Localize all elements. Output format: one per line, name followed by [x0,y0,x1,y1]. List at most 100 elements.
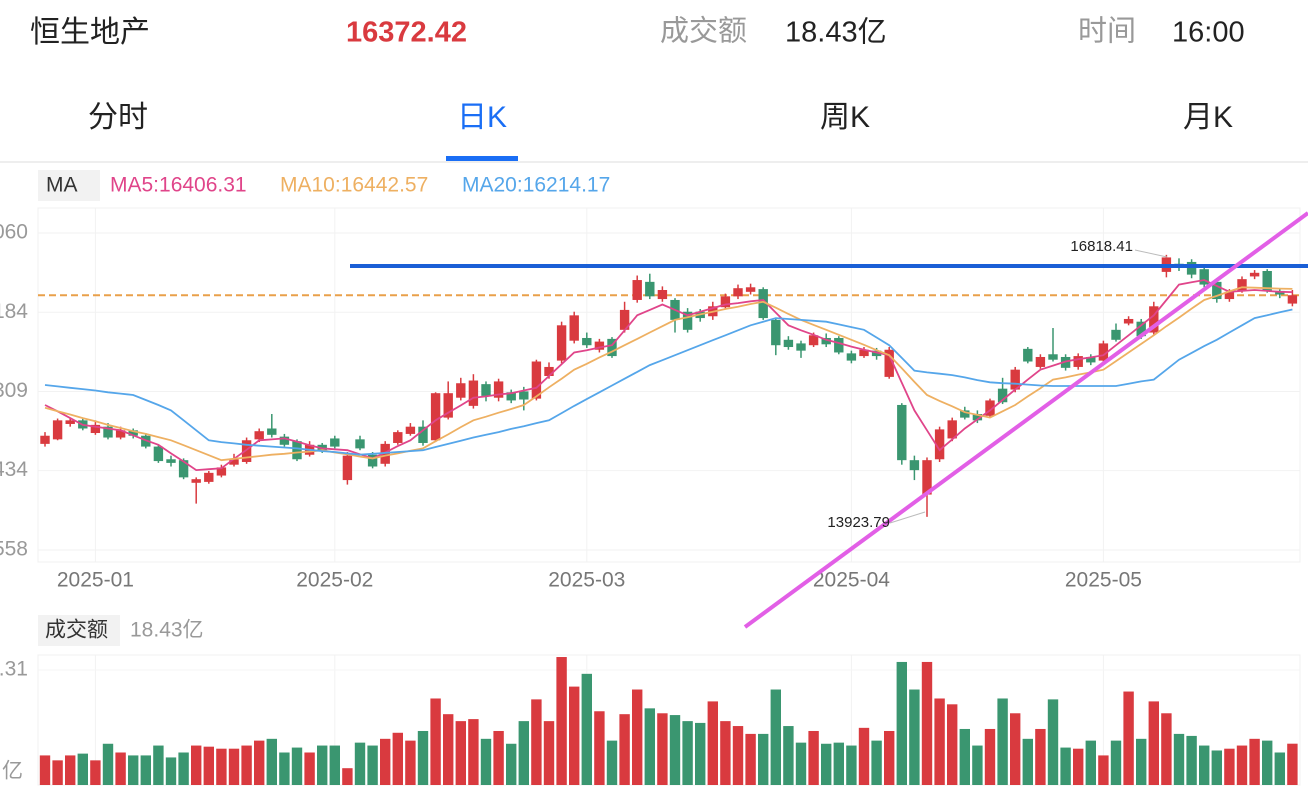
candle-body [997,388,1008,403]
volume-bar [795,742,807,785]
candle-body [657,290,668,300]
volume-bar [1047,699,1059,785]
volume-bar [997,698,1008,785]
tab[interactable]: 日K [457,101,507,134]
legend: MA5:16406.31 MA10:16442.57 MA20:16214.17 [110,174,610,197]
volume-bar [304,752,315,785]
volume-bar [1022,738,1033,785]
candle-body [355,439,365,449]
candle-body [771,319,781,346]
candle-body [960,410,970,418]
tab[interactable]: 周K [820,101,870,134]
candle-body [909,460,920,471]
candle-body [796,343,806,351]
candle-body [783,339,794,348]
volume-bar [317,745,328,785]
volume-bar [720,721,731,785]
legend-entry: MA20:16214.17 [462,174,610,197]
candle-body [846,353,857,361]
legend-entry: MA10:16442.57 [280,174,428,197]
volume-bar [556,657,567,785]
candle-body [65,420,75,424]
candle-body [884,349,894,377]
candle-body [1212,281,1222,300]
candle-body [607,338,617,357]
volume-bar [455,721,466,785]
volume-bar [380,738,391,785]
volume-bar [1236,745,1248,785]
candle-body [153,446,164,462]
candle-body [493,381,504,398]
volume-bar [669,715,681,785]
volume-bar [266,738,277,785]
candle-body [1262,270,1272,291]
candle-body [1123,318,1134,324]
candle-body [418,426,428,443]
candle-body [720,296,731,308]
volume-bar [354,742,366,785]
volume-bar [606,740,618,785]
volume-bar [531,699,542,785]
candle-body [1023,348,1033,362]
candle-body [103,426,113,438]
volume-bar [934,698,945,785]
candle-body [934,429,945,460]
candle-body [229,459,239,465]
candle-body [544,366,554,376]
turnover-value: 18.43亿 [785,16,887,49]
time-label: 时间 [1078,15,1136,48]
volume-bar [191,745,202,785]
volume-bar [1060,747,1071,785]
volume-bar [1186,735,1197,785]
volume-bar [77,753,88,785]
candle-body [254,431,264,440]
candle-body [947,420,957,439]
candle-body [582,337,592,346]
tab-bar: 分时 日K 周K 月K [88,101,1233,161]
volume-bar [228,748,240,785]
volume-bar [1287,743,1298,785]
volume-bar [329,745,340,785]
candle-body [380,443,390,464]
candle-body [1098,343,1109,361]
volume-bars: 51.31 [0,657,1300,785]
volume-bar [115,752,126,785]
volume-bar [493,730,504,785]
volume-bar [1262,740,1273,785]
candle-body [619,309,630,330]
volume-bar [707,701,718,785]
candle-body [430,393,441,441]
volume-unit: 亿 [2,760,23,783]
volume-bar [947,704,958,785]
candle-body [1073,356,1083,367]
volume-bar [430,698,441,785]
volume-tick-label: 51.31 [0,658,28,681]
legend-box [38,170,100,201]
candle-body [367,454,378,467]
drawn-trend-line [743,211,1308,629]
candle-body [128,430,138,436]
volume-bar [1211,750,1222,785]
volume-bar [921,661,933,785]
volume-bar [1098,755,1109,785]
volume-bar [128,755,139,785]
candle-body [330,438,340,447]
candle-body [834,337,844,353]
volume-bar [90,760,101,785]
volume-bar [367,745,378,785]
volume-bar [543,721,555,785]
volume-bar [1199,745,1210,785]
candle-body [821,337,831,345]
volume-legend-box [38,615,120,646]
tab[interactable]: 月K [1183,101,1233,134]
candle-body [1224,291,1235,300]
candle-body [40,435,50,444]
tab[interactable]: 分时 [88,101,148,134]
y-tick-label: 13558 [0,538,28,561]
candle-body [1035,356,1046,367]
volume-bar [1085,740,1096,785]
volume-bar [745,733,756,785]
legend-label: MA [46,174,78,197]
volume-value: 18.43亿 [130,619,204,642]
candle-body [569,315,579,341]
